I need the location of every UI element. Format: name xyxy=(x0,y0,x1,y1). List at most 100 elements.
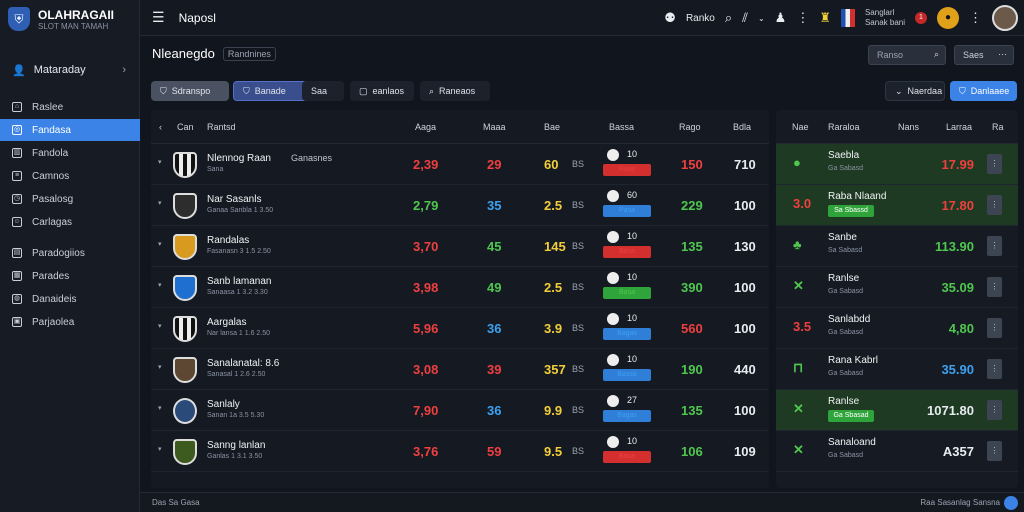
item-name[interactable]: Rana Kabrl xyxy=(828,355,879,366)
list-item[interactable]: ✕ Sanaloand Ga Sabasd A357 ⋮ xyxy=(776,431,1018,472)
team-name[interactable]: Sanalanatal: 8.6 xyxy=(207,358,280,369)
sidebar-item-8[interactable]: ◍ Danaideis xyxy=(12,293,77,305)
odds-value-3[interactable]: 2.5 xyxy=(544,280,563,295)
list-item[interactable]: ♣ Sanbe Sa Sabasd 113.90 ⋮ xyxy=(776,226,1018,267)
odds-value-2[interactable]: 49 xyxy=(487,280,502,295)
table-row[interactable]: ▾ Sanlaly Sanan 1a 3.5 5.30 7,90 36 9.9 BS 27 Ba… xyxy=(151,390,769,431)
team-name[interactable]: Sanlaly xyxy=(207,399,240,410)
search-input[interactable]: Ranso ⌕ xyxy=(868,45,946,65)
list-item[interactable]: ● Saebla Ga Sabasd 17.99 ⋮ xyxy=(776,144,1018,185)
odds-value-7[interactable]: 710 xyxy=(734,157,756,172)
expand-caret-icon[interactable]: ▾ xyxy=(158,446,162,453)
table-row[interactable]: ▾ Sanng lanlan Ganlas 1 3.1 3.50 3,76 59 9.5 B… xyxy=(151,431,769,472)
footer-left[interactable]: Das Sa Gasa xyxy=(152,498,200,507)
filter-chip-4[interactable]: ⌕ Raneaos xyxy=(420,81,490,101)
odds-value-6[interactable]: 390 xyxy=(681,280,703,295)
more-options-icon[interactable]: ⋮ xyxy=(987,277,1002,297)
item-value[interactable]: 35.90 xyxy=(941,362,974,377)
item-value[interactable]: A357 xyxy=(942,444,974,459)
account-info[interactable]: Sanglarl Sanak bani xyxy=(864,8,905,27)
secondary-select[interactable]: Saes ⋯ xyxy=(954,45,1014,65)
list-item[interactable]: ✕ Ranlse Ga Sbasad 1071.80 ⋮ xyxy=(776,390,1018,431)
odds-value-3[interactable]: 60 xyxy=(544,157,559,172)
item-value[interactable]: 17.99 xyxy=(941,157,974,172)
sidebar-item-0[interactable]: ⌂ Raslee xyxy=(0,96,140,118)
expand-caret-icon[interactable]: ▾ xyxy=(158,282,162,289)
more-options-icon[interactable]: ⋮ xyxy=(987,318,1002,338)
table-row[interactable]: ▾ Sanalanatal: 8.6 Sanasal 1 2.6 2.50 3,08 3… xyxy=(151,349,769,390)
help-icon[interactable] xyxy=(1004,496,1018,510)
odds-value-1[interactable]: 3,98 xyxy=(413,280,439,295)
status-badge[interactable]: Bassa xyxy=(603,369,651,381)
status-badge[interactable]: Bagas xyxy=(603,410,651,422)
sidebar-item-7[interactable]: ▦ Parades xyxy=(12,270,70,282)
filter-chip-3[interactable]: ▢ eanlaos xyxy=(350,81,414,101)
odds-value-7[interactable]: 130 xyxy=(734,239,756,254)
odds-value-2[interactable]: 35 xyxy=(487,198,502,213)
odds-value-1[interactable]: 3,70 xyxy=(413,239,439,254)
live-icon[interactable]: ⚉ xyxy=(664,10,676,25)
filter-chip-0[interactable]: ⛉ Sdranspo xyxy=(151,81,229,101)
item-value[interactable]: 113.90 xyxy=(934,239,974,254)
item-name[interactable]: Sanlabdd xyxy=(828,314,871,325)
team-name[interactable]: Sanb lamanan xyxy=(207,276,272,287)
item-tag[interactable]: Ga Sbasad xyxy=(828,410,874,422)
odds-value-7[interactable]: 100 xyxy=(734,321,756,336)
odds-value-6[interactable]: 560 xyxy=(681,321,703,336)
sidebar-item-9[interactable]: ▣ Parjaolea xyxy=(12,316,75,328)
rcol-1[interactable]: Raraloa xyxy=(828,122,860,132)
more-options-icon[interactable]: ⋮ xyxy=(987,195,1002,215)
list-item[interactable]: 3.5 Sanlabdd Ga Sabasd 4,80 ⋮ xyxy=(776,308,1018,349)
more-options-icon[interactable]: ⋮ xyxy=(987,236,1002,256)
list-item[interactable]: ✕ Ranlse Ga Sabasd 35.09 ⋮ xyxy=(776,267,1018,308)
item-tag[interactable]: Sa Sbassd xyxy=(828,205,874,217)
item-value[interactable]: 35.09 xyxy=(941,280,974,295)
item-value[interactable]: 1071.80 xyxy=(927,403,974,418)
item-name[interactable]: Sanbe xyxy=(828,232,857,243)
item-name[interactable]: Ranlse xyxy=(828,273,860,284)
odds-value-1[interactable]: 2,39 xyxy=(413,157,439,172)
team-name[interactable]: Randalas xyxy=(207,235,250,246)
trophy-icon[interactable]: ♜ xyxy=(819,10,831,25)
status-badge[interactable]: Pasa xyxy=(603,205,651,217)
odds-value-3[interactable]: 9.9 xyxy=(544,403,563,418)
sidebar-item-3[interactable]: ≡ Camnos xyxy=(0,165,140,187)
odds-value-3[interactable]: 9.5 xyxy=(544,444,563,459)
more-options-icon[interactable]: ⋮ xyxy=(987,359,1002,379)
sidebar-item-6[interactable]: ▤ Paradogiios xyxy=(12,247,85,259)
item-value[interactable]: 4,80 xyxy=(948,321,974,336)
odds-value-2[interactable]: 36 xyxy=(487,403,502,418)
odds-value-3[interactable]: 3.9 xyxy=(544,321,563,336)
more-icon-2[interactable]: ⋮ xyxy=(969,10,982,25)
col-header-6[interactable]: Rago xyxy=(679,121,701,132)
table-row[interactable]: ▾ Nlennog Raan Ganasnes Sana 2,39 29 60 BS 10 Raa… xyxy=(151,144,769,185)
status-badge[interactable]: Raas xyxy=(603,164,651,176)
more-options-icon[interactable]: ⋮ xyxy=(987,441,1002,461)
bell-icon[interactable]: ♟ xyxy=(774,10,787,25)
col-header-5[interactable]: Bassa xyxy=(609,121,635,132)
rcol-2[interactable]: Nans xyxy=(898,122,920,132)
brand[interactable]: ⛨ OLAHRAGAII SLOT MAN TAMAH xyxy=(0,0,139,38)
odds-value-2[interactable]: 45 xyxy=(487,239,502,254)
team-name[interactable]: Nlennog Raan xyxy=(207,153,271,164)
footer-right[interactable]: Raa Sasanlag Sansna xyxy=(920,498,1000,507)
odds-value-2[interactable]: 29 xyxy=(487,157,502,172)
live-label[interactable]: Ranko xyxy=(685,12,715,24)
rcol-0[interactable]: Nae xyxy=(792,122,809,132)
col-header-4[interactable]: Bae xyxy=(544,121,561,132)
odds-value-6[interactable]: 150 xyxy=(681,157,703,172)
item-value[interactable]: 17.80 xyxy=(941,198,974,213)
stats-icon[interactable]: ⫽ xyxy=(742,10,748,25)
more-options-icon[interactable]: ⋮ xyxy=(987,154,1002,174)
sidebar-item-1[interactable]: ◎ Fandasa xyxy=(0,119,140,141)
expand-caret-icon[interactable]: ▾ xyxy=(158,200,162,207)
table-row[interactable]: ▾ Sanb lamanan Sanaasa 1 3.2 3.30 3,98 49 2.5… xyxy=(151,267,769,308)
table-row[interactable]: ▾ Randalas Fasanasn 3 1.5 2.50 3,70 45 145 BS 1… xyxy=(151,226,769,267)
odds-value-6[interactable]: 135 xyxy=(681,239,703,254)
odds-value-2[interactable]: 36 xyxy=(487,321,502,336)
odds-value-2[interactable]: 39 xyxy=(487,362,502,377)
col-header-0[interactable]: Can xyxy=(177,121,194,132)
odds-value-7[interactable]: 100 xyxy=(734,403,756,418)
notification-badge[interactable]: 1 xyxy=(915,12,927,24)
more-icon[interactable]: ⋮ xyxy=(796,10,810,25)
